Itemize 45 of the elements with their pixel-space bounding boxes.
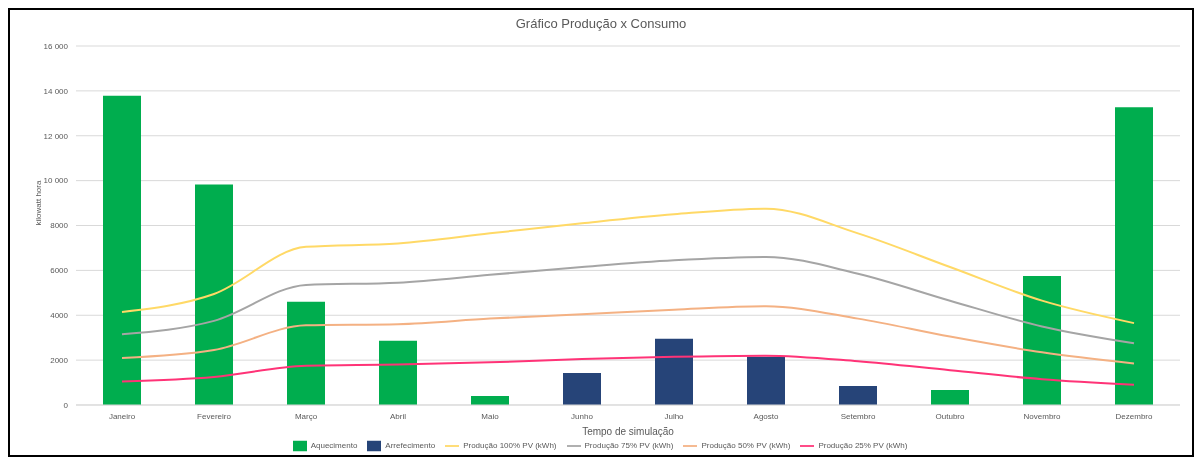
bar (195, 184, 233, 405)
x-tick-label: Novembro (1023, 411, 1061, 421)
y-tick-label: 2000 (50, 355, 69, 365)
line-series (121, 255, 1135, 345)
bar (655, 338, 693, 405)
x-tick-label: Abril (389, 411, 407, 421)
bar (1023, 275, 1061, 405)
y-tick-label: 0 (63, 400, 69, 410)
bar (563, 372, 601, 405)
x-tick-label: Janeiro (108, 411, 136, 421)
x-tick-label: Dezembro (1115, 411, 1153, 421)
bar (839, 385, 877, 405)
x-tick-label: Agosto (753, 411, 779, 421)
y-tick-label: 8000 (50, 221, 69, 231)
y-tick-label: 6000 (50, 266, 69, 276)
bar (103, 95, 141, 405)
y-axis-title: kilowatt hora (33, 180, 43, 226)
x-tick-label: Julho (664, 411, 685, 421)
legend-label: Produção 25% PV (kWh) (818, 441, 908, 451)
x-tick-label: Setembro (840, 411, 876, 421)
y-tick-label: 4000 (50, 311, 69, 321)
bar (747, 356, 785, 405)
bar (379, 340, 417, 405)
legend-label: Produção 75% PV (kWh) (584, 441, 674, 451)
line-series (121, 305, 1135, 365)
y-tick-label: 10 000 (43, 176, 69, 186)
x-tick-label: Março (294, 411, 318, 421)
legend-label: Produção 50% PV (kWh) (701, 441, 791, 451)
chart-title: Gráfico Produção x Consumo (514, 16, 688, 31)
line-series (121, 207, 1135, 325)
x-axis-title: Tempo de simulação (582, 426, 675, 437)
line-series (121, 354, 1135, 386)
x-tick-label: Maio (481, 411, 500, 421)
x-tick-label: Junho (571, 411, 594, 421)
y-tick-label: 12 000 (43, 131, 69, 141)
legend-label: Arrefecimento (385, 441, 436, 451)
legend-label: Aquecimento (310, 441, 358, 451)
legend-label: Produção 100% PV (kWh) (463, 441, 557, 451)
y-tick-label: 14 000 (43, 86, 69, 96)
bar (287, 301, 325, 405)
bar (931, 389, 969, 405)
y-tick-label: 16 000 (43, 41, 69, 51)
x-tick-label: Outubro (935, 411, 965, 421)
bar (1115, 107, 1153, 405)
x-tick-label: Fevereiro (197, 411, 232, 421)
